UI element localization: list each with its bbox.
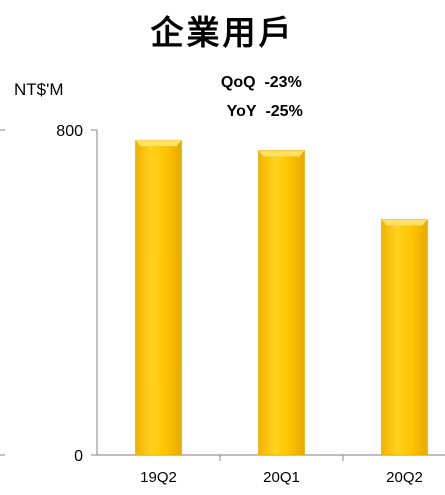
bar-bevel [135,140,182,147]
qoq-annotation: QoQ -23% [212,56,302,92]
bar-20Q1 [258,150,305,456]
bar-body [135,139,182,456]
qoq-value: -23% [264,74,302,91]
y-tick-label: 0 [74,448,83,465]
bar-19Q2 [135,139,182,456]
bar-20Q2 [381,219,428,456]
y-tick-label: 800 [56,123,83,140]
yoy-annotation: YoY -25% [218,85,303,121]
x-tick-label: 20Q1 [263,469,300,486]
yoy-label: YoY [226,103,257,120]
x-tick-label: 20Q2 [386,469,423,486]
yoy-value: -25% [265,103,303,120]
bar-body [381,219,428,456]
bar-body [258,150,305,456]
qoq-label: QoQ [220,74,256,91]
x-tick-label: 19Q2 [140,469,177,486]
bar-bevel [381,219,428,226]
bar-bevel [258,150,305,157]
y-axis-unit-label: NT$'M [14,80,64,99]
chart-title: 企業用戶 [150,13,295,52]
